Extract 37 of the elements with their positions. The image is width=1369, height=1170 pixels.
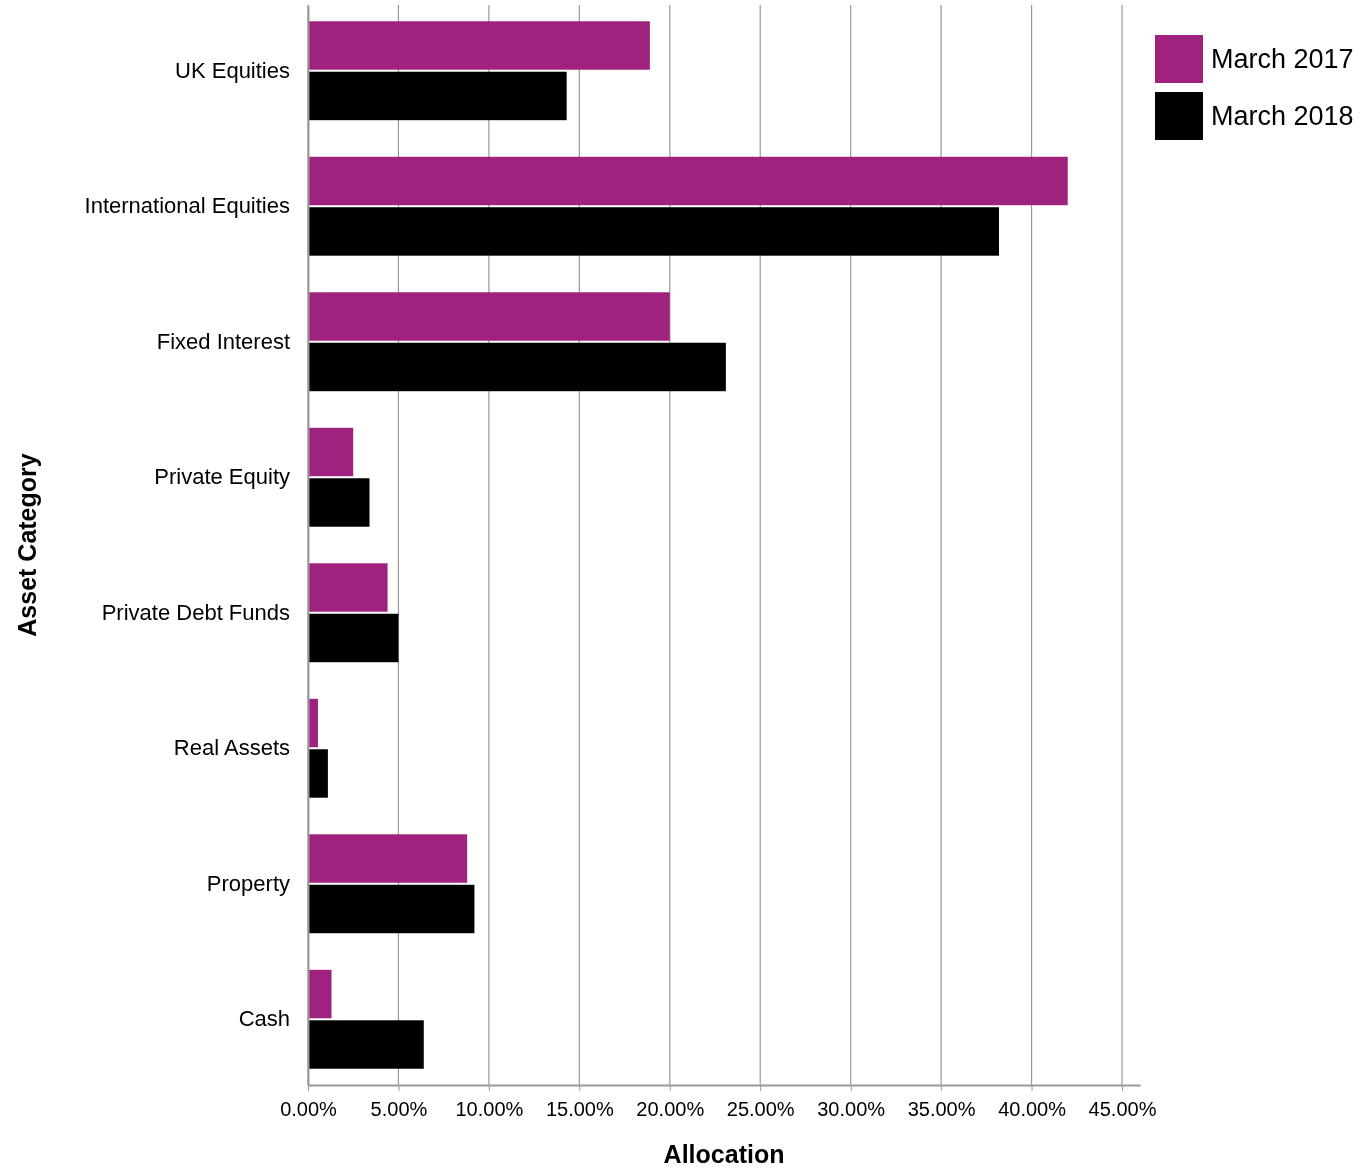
bar	[308, 1020, 424, 1069]
y-axis-title: Asset Category	[13, 453, 41, 637]
bar	[308, 884, 475, 934]
legend-label: March 2018	[1211, 101, 1354, 131]
x-tick-label: 0.00%	[280, 1098, 338, 1120]
bar	[308, 834, 468, 883]
legend-label: March 2017	[1211, 44, 1354, 74]
x-tick-label: 15.00%	[545, 1098, 614, 1120]
x-tick-label: 20.00%	[636, 1098, 705, 1120]
bar	[308, 292, 670, 341]
x-tick-label: 10.00%	[455, 1098, 524, 1120]
y-tick-label: Private Equity	[154, 464, 290, 490]
y-tick-label: Fixed Interest	[156, 328, 290, 354]
x-tick-label: 30.00%	[817, 1098, 886, 1120]
y-tick-label: International Equities	[84, 193, 290, 219]
bar	[308, 969, 332, 1019]
bar	[308, 478, 370, 527]
x-tick-label: 45.00%	[1088, 1098, 1157, 1120]
bar	[308, 427, 354, 477]
y-tick-label: UK Equities	[175, 57, 290, 83]
y-tick-label: Real Assets	[173, 735, 290, 761]
bar	[308, 563, 388, 612]
bar	[308, 342, 726, 392]
y-tick-label: Cash	[238, 1006, 290, 1032]
bar	[308, 749, 328, 798]
x-tick-label: 5.00%	[370, 1098, 428, 1120]
y-tick-label: Property	[206, 870, 290, 896]
x-tick-label: 40.00%	[998, 1098, 1067, 1120]
bar	[308, 207, 999, 256]
bar	[308, 21, 650, 70]
x-tick-label: 35.00%	[907, 1098, 976, 1120]
bar	[308, 71, 567, 121]
bar	[308, 156, 1068, 206]
x-tick-label: 25.00%	[726, 1098, 795, 1120]
bar	[308, 613, 399, 663]
x-axis-title: Allocation	[663, 1140, 785, 1168]
y-tick-label: Private Debt Funds	[101, 599, 290, 625]
